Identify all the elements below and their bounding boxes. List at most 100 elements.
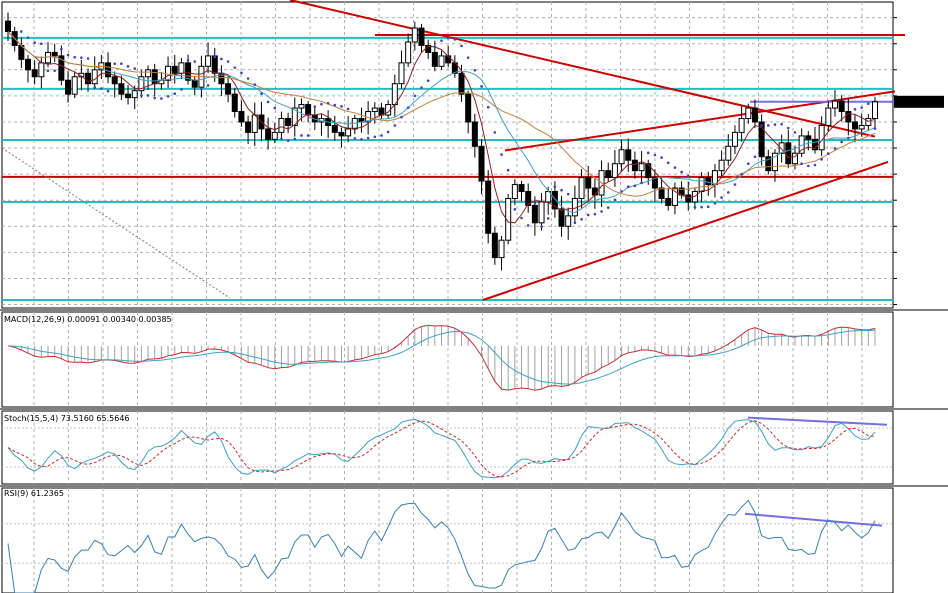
candle-body — [538, 201, 545, 224]
candle-body — [125, 93, 132, 99]
candle-body — [805, 135, 812, 140]
parabolic-sar-dot — [146, 94, 150, 97]
candle-body — [345, 128, 352, 137]
candle-body — [718, 159, 725, 172]
macd-signal-line — [7, 329, 876, 385]
candle-body — [25, 58, 32, 71]
candle-body — [872, 101, 878, 119]
candle-body — [531, 204, 538, 224]
parabolic-sar-dot — [480, 85, 483, 88]
text-layer — [894, 95, 944, 108]
parabolic-sar-dot — [807, 164, 810, 168]
parabolic-sar-dot — [33, 41, 36, 44]
dotted-trend-line — [1, 147, 231, 299]
candle-body — [611, 163, 618, 179]
candle-body — [231, 93, 238, 113]
candle-body — [58, 55, 65, 81]
stoch-label: Stoch(15,5,4) 73.5160 65.5646 — [4, 414, 130, 423]
parabolic-sar-dot — [760, 124, 763, 127]
candle-body — [745, 107, 752, 119]
candle-body — [38, 62, 45, 78]
parabolic-sar-dot — [553, 185, 557, 189]
rsi-label: RSI(9) 61.2365 — [4, 489, 64, 498]
parabolic-sar-dot — [433, 45, 437, 49]
candle-body — [638, 163, 645, 172]
parabolic-sar-dot — [353, 137, 357, 140]
parabolic-sar-dot — [640, 181, 643, 185]
parabolic-sar-dot — [380, 134, 383, 137]
candle-body — [111, 76, 118, 85]
parabolic-sar-dot — [653, 153, 657, 157]
parabolic-sar-dot — [746, 162, 750, 165]
parabolic-sar-dot — [440, 39, 443, 42]
candle-body — [671, 187, 678, 206]
candle-body — [645, 163, 652, 179]
parabolic-sar-dot — [320, 102, 323, 106]
parabolic-sar-dot — [73, 55, 76, 59]
candle-body — [438, 55, 445, 67]
candle-body — [685, 194, 692, 203]
candle-body — [85, 72, 92, 85]
parabolic-sar-dot — [93, 85, 96, 89]
candle-body — [405, 41, 412, 64]
parabolic-sar-dot — [646, 151, 650, 155]
parabolic-sar-dot — [680, 170, 683, 174]
parabolic-sar-dot — [526, 224, 530, 227]
macd-line — [7, 324, 876, 391]
parabolic-sar-dot — [546, 217, 550, 220]
parabolic-sar-dot — [867, 102, 870, 106]
parabolic-sar-dot — [500, 153, 503, 156]
panel-separator — [0, 309, 948, 311]
candle-body — [751, 107, 758, 123]
parabolic-sar-dot — [306, 134, 310, 137]
candle-body — [5, 20, 11, 33]
candle-body — [625, 149, 632, 161]
candle-body — [398, 62, 405, 85]
parabolic-sar-dot — [573, 221, 577, 225]
parabolic-sar-dot — [200, 87, 203, 91]
candle-body — [731, 131, 738, 147]
parabolic-sar-dot — [713, 201, 717, 205]
candle-body — [498, 239, 505, 259]
parabolic-sar-dot — [293, 137, 297, 141]
candle-body — [278, 117, 285, 133]
candle-body — [845, 111, 852, 123]
moving-average-mid-line — [7, 31, 876, 214]
parabolic-sar-dot — [793, 131, 797, 134]
candle-body — [431, 51, 438, 67]
parabolic-sar-dot — [473, 68, 477, 72]
parabolic-sar-dot — [226, 60, 230, 63]
parabolic-sar-dot — [120, 62, 123, 66]
candle-body — [811, 138, 818, 151]
candle-body — [51, 51, 58, 57]
parabolic-sar-dot — [66, 53, 70, 57]
parabolic-sar-dot — [633, 184, 637, 188]
candle-body — [591, 187, 598, 196]
parabolic-sar-dot — [673, 166, 677, 169]
candle-body — [31, 69, 38, 78]
parabolic-sar-dot — [133, 67, 137, 70]
parabolic-sar-dot — [186, 58, 190, 62]
panel-separator — [0, 408, 948, 410]
candle-body — [471, 121, 478, 147]
candle-body — [211, 55, 218, 74]
parabolic-sar-dot — [193, 60, 197, 63]
parabolic-sar-dot — [566, 192, 570, 196]
parabolic-sar-dot — [827, 152, 830, 155]
parabolic-sar-dot — [160, 97, 163, 100]
candle-body — [618, 149, 625, 165]
candle-body — [251, 114, 258, 133]
parabolic-sar-dot — [540, 225, 543, 229]
parabolic-sar-dot — [20, 30, 23, 33]
parabolic-sar-dot — [740, 172, 743, 176]
candle-body — [71, 76, 78, 95]
parabolic-sar-dot — [626, 185, 630, 189]
parabolic-sar-dot — [506, 168, 510, 172]
candle-body — [705, 177, 712, 186]
parabolic-sar-dot — [53, 69, 56, 72]
parabolic-sar-dot — [113, 62, 117, 66]
candle-body — [131, 90, 138, 99]
rsi-divergence-line — [744, 512, 883, 527]
stoch-d-line — [7, 420, 876, 478]
